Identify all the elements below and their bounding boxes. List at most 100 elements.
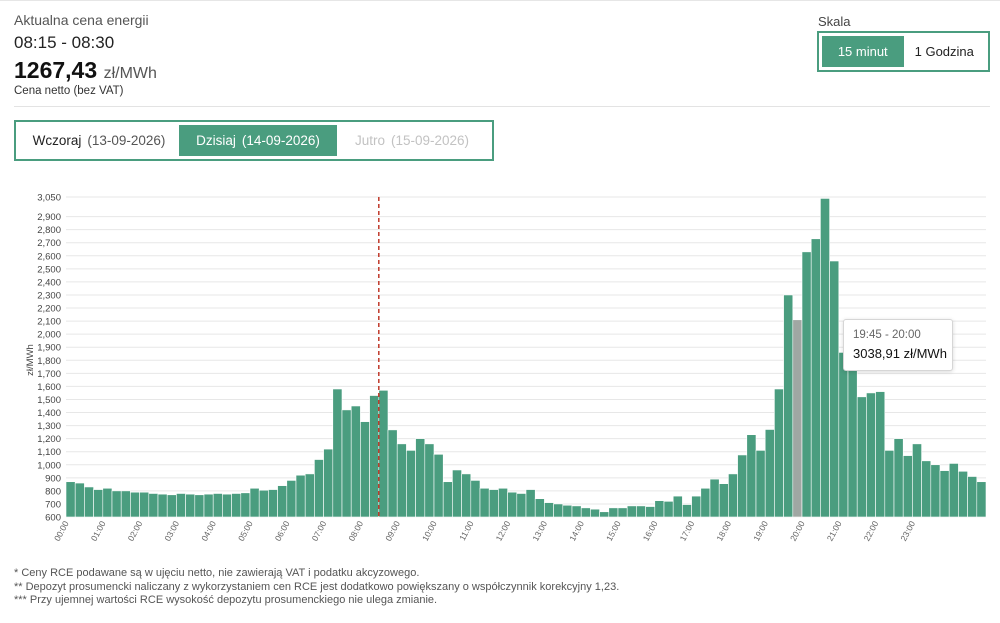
chart-bar[interactable] xyxy=(258,489,269,518)
chart-bar[interactable] xyxy=(590,508,600,518)
chart-bar[interactable] xyxy=(608,507,619,518)
chart-bar[interactable] xyxy=(176,493,186,518)
chart-bar[interactable] xyxy=(332,388,343,518)
chart-bar[interactable] xyxy=(387,429,398,518)
chart-bar[interactable] xyxy=(488,489,499,518)
chart-bar[interactable] xyxy=(930,464,941,518)
chart-bar[interactable] xyxy=(507,491,518,518)
chart-bar[interactable] xyxy=(378,390,389,518)
chart-bar[interactable] xyxy=(783,294,794,518)
chart-bar[interactable] xyxy=(599,511,610,518)
chart-bar[interactable] xyxy=(580,507,591,518)
chart-bar[interactable] xyxy=(479,487,490,518)
chart-bar[interactable] xyxy=(203,493,214,518)
chart-bar[interactable] xyxy=(856,396,867,518)
chart-bar[interactable] xyxy=(166,494,177,518)
chart-bar[interactable] xyxy=(102,487,113,518)
chart-bar[interactable] xyxy=(194,494,205,518)
chart-bar[interactable] xyxy=(571,505,582,518)
scale-1h-button[interactable]: 1 Godzina xyxy=(914,44,974,59)
chart-bar[interactable] xyxy=(452,469,462,518)
chart-bar[interactable] xyxy=(111,490,122,518)
chart-bar[interactable] xyxy=(130,491,140,518)
chart-bar[interactable] xyxy=(442,481,453,518)
chart-bar[interactable] xyxy=(222,493,232,518)
chart-bar[interactable] xyxy=(148,493,159,518)
chart-bar[interactable] xyxy=(902,455,913,518)
chart-bar[interactable] xyxy=(341,409,352,518)
chart-bar[interactable] xyxy=(654,500,665,518)
chart-bar[interactable] xyxy=(912,443,922,518)
chart-bar[interactable] xyxy=(967,476,978,518)
chart-bar[interactable] xyxy=(737,454,748,518)
chart-bar[interactable] xyxy=(93,489,104,518)
chart-bar[interactable] xyxy=(295,474,306,518)
chart-bar[interactable] xyxy=(838,352,849,518)
chart-bar[interactable] xyxy=(672,495,683,518)
chart-bar[interactable] xyxy=(884,450,895,518)
scale-15min-button[interactable]: 15 minut xyxy=(822,36,904,67)
chart-bar[interactable] xyxy=(139,491,150,518)
chart-bar[interactable] xyxy=(323,448,334,518)
chart-bar[interactable] xyxy=(415,438,426,518)
chart-bar[interactable] xyxy=(433,454,444,518)
chart-bar[interactable] xyxy=(663,501,674,518)
chart-bar[interactable] xyxy=(424,443,435,518)
chart-bar[interactable] xyxy=(948,463,959,518)
chart-bar[interactable] xyxy=(645,506,656,518)
chart-bar[interactable] xyxy=(268,489,278,518)
chart-bar[interactable] xyxy=(764,429,775,518)
chart-bar[interactable] xyxy=(801,251,812,518)
chart-bar[interactable] xyxy=(700,487,711,518)
chart-bar[interactable] xyxy=(626,505,637,518)
chart-bar[interactable] xyxy=(617,507,628,518)
chart-bar[interactable] xyxy=(958,470,968,518)
chart-bar[interactable] xyxy=(682,504,692,518)
chart-bar[interactable] xyxy=(360,421,370,518)
chart-bar[interactable] xyxy=(350,405,361,518)
chart-bar[interactable] xyxy=(231,493,242,518)
chart-bar[interactable] xyxy=(369,395,380,518)
day-yesterday-button[interactable]: Wczoraj (13-09-2026) xyxy=(19,125,179,156)
chart-bar[interactable] xyxy=(939,470,950,518)
chart-bar[interactable] xyxy=(562,504,573,518)
chart-bar[interactable] xyxy=(691,495,702,518)
chart-bar[interactable] xyxy=(249,487,260,518)
chart-bar[interactable] xyxy=(553,503,564,518)
chart-bar[interactable] xyxy=(212,493,223,518)
chart-bar[interactable] xyxy=(277,485,288,518)
chart-bar[interactable] xyxy=(120,490,131,518)
chart-bar[interactable] xyxy=(718,483,729,518)
chart-bar[interactable] xyxy=(396,443,407,518)
chart-bar[interactable] xyxy=(157,493,168,518)
chart-bar[interactable] xyxy=(314,459,324,518)
chart-bar[interactable] xyxy=(240,492,251,518)
chart-bar[interactable] xyxy=(893,438,904,518)
chart-bar[interactable] xyxy=(525,489,536,518)
chart-bar[interactable] xyxy=(65,481,76,518)
chart-bar[interactable] xyxy=(875,391,886,518)
chart-bar[interactable] xyxy=(755,450,766,518)
chart-bar[interactable] xyxy=(516,493,527,518)
chart-bar[interactable] xyxy=(976,481,987,518)
chart-bar[interactable] xyxy=(792,319,803,518)
chart-bar[interactable] xyxy=(810,238,821,518)
chart-bar[interactable] xyxy=(461,473,472,518)
chart-bar[interactable] xyxy=(829,260,840,518)
chart-bar[interactable] xyxy=(921,460,932,518)
chart-bar[interactable] xyxy=(84,486,94,518)
chart-bar[interactable] xyxy=(728,473,738,518)
chart-bar[interactable] xyxy=(636,505,646,518)
chart-bar[interactable] xyxy=(820,198,830,518)
chart-bar[interactable] xyxy=(286,480,297,518)
chart-bar[interactable] xyxy=(709,478,720,518)
chart-bar[interactable] xyxy=(470,480,481,518)
chart-bar[interactable] xyxy=(498,487,508,518)
chart-bar[interactable] xyxy=(746,434,757,518)
chart-bar[interactable] xyxy=(406,450,416,518)
chart-bar[interactable] xyxy=(185,493,196,518)
chart-bar[interactable] xyxy=(74,482,85,518)
chart-bar[interactable] xyxy=(304,473,315,518)
chart-bar[interactable] xyxy=(544,502,554,518)
chart-bar[interactable] xyxy=(774,388,784,518)
